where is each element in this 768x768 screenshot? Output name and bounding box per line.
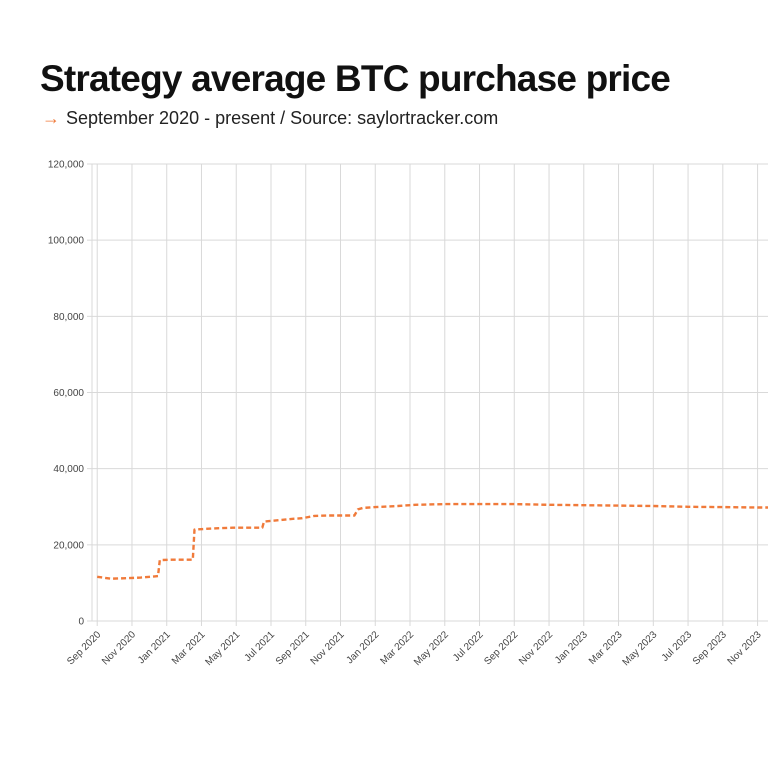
y-tick-label: 80,000 [53, 312, 84, 323]
x-tick-label: Sep 2023 [691, 629, 729, 667]
x-tick-label: Mar 2022 [378, 629, 416, 667]
y-tick-label: 100,000 [48, 236, 85, 247]
y-tick-label: 0 [78, 617, 84, 628]
x-tick-label: Nov 2022 [517, 629, 555, 667]
x-tick-label: Sep 2021 [274, 629, 312, 667]
y-tick-label: 40,000 [53, 464, 84, 475]
y-tick-label: 20,000 [53, 540, 84, 551]
x-tick-label: Nov 2023 [726, 629, 764, 667]
x-tick-label: Nov 2020 [100, 629, 138, 667]
x-tick-label: Sep 2022 [482, 629, 520, 667]
x-tick-label: Jan 2021 [136, 629, 173, 666]
x-tick-label: May 2022 [412, 629, 451, 668]
x-tick-label: Mar 2021 [170, 629, 208, 667]
arrow-right-icon: → [42, 108, 60, 128]
axis-layer: 0 20,000 40,000 60,000 80,000 100,000 120,000 S… [48, 160, 764, 669]
x-tick-label: Mar 2023 [587, 629, 625, 667]
x-tick-label: Sep 2020 [65, 629, 103, 667]
y-tick-label: 120,000 [48, 160, 85, 171]
x-tick-label: Jan 2023 [553, 629, 590, 666]
x-tick-label: Jan 2022 [345, 629, 382, 666]
x-tick-label: Jul 2023 [660, 629, 695, 664]
x-tick-label: May 2023 [621, 629, 660, 668]
x-tick-label: Nov 2021 [309, 629, 347, 667]
x-tick-label: May 2021 [204, 629, 243, 668]
y-tick-label: 60,000 [53, 388, 84, 399]
series-line [97, 502, 768, 580]
grid-layer [87, 163, 768, 626]
series-layer [97, 502, 768, 580]
x-tick-label: Jul 2021 [243, 629, 278, 664]
x-tick-label: Jul 2022 [451, 629, 486, 664]
subtitle-text: September 2020 - present / Source: saylo… [66, 108, 499, 128]
chart-subtitle: → September 2020 - present / Source: sayl… [42, 108, 498, 129]
chart-title: Strategy average BTC purchase price [40, 58, 671, 99]
